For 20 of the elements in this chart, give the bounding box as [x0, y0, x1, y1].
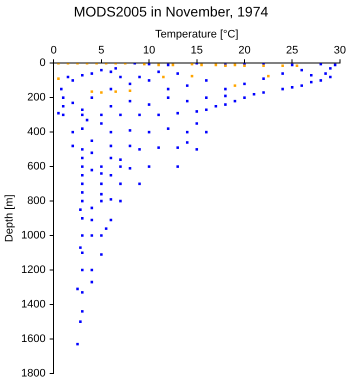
y-tick-label: 200	[27, 92, 46, 104]
chart-title: MODS2005 in November, 1974	[74, 3, 268, 20]
x-tick-label: 25	[286, 44, 298, 57]
y-tick-label: 1400	[21, 298, 46, 310]
x-tick-label: 15	[190, 44, 203, 57]
y-tick-label: 400	[27, 126, 46, 138]
x-axis-title: Temperature [°C]	[155, 28, 238, 40]
y-tick-label: 1600	[21, 332, 46, 345]
y-tick-label: 800	[27, 195, 46, 208]
y-tick-label: 1800	[21, 367, 46, 380]
y-tick-label: 600	[27, 160, 46, 173]
y-tick-label: 0	[40, 57, 46, 70]
y-tick-label: 1200	[21, 264, 46, 276]
x-tick-label: 5	[98, 44, 104, 57]
y-tick-label: 1000	[21, 230, 46, 242]
x-tick-label: 30	[334, 44, 346, 57]
x-tick-label: 10	[142, 44, 156, 57]
x-tick-label: 0	[50, 44, 57, 57]
x-tick-label: 20	[238, 44, 251, 57]
y-axis-title: Depth [m]	[4, 194, 16, 242]
